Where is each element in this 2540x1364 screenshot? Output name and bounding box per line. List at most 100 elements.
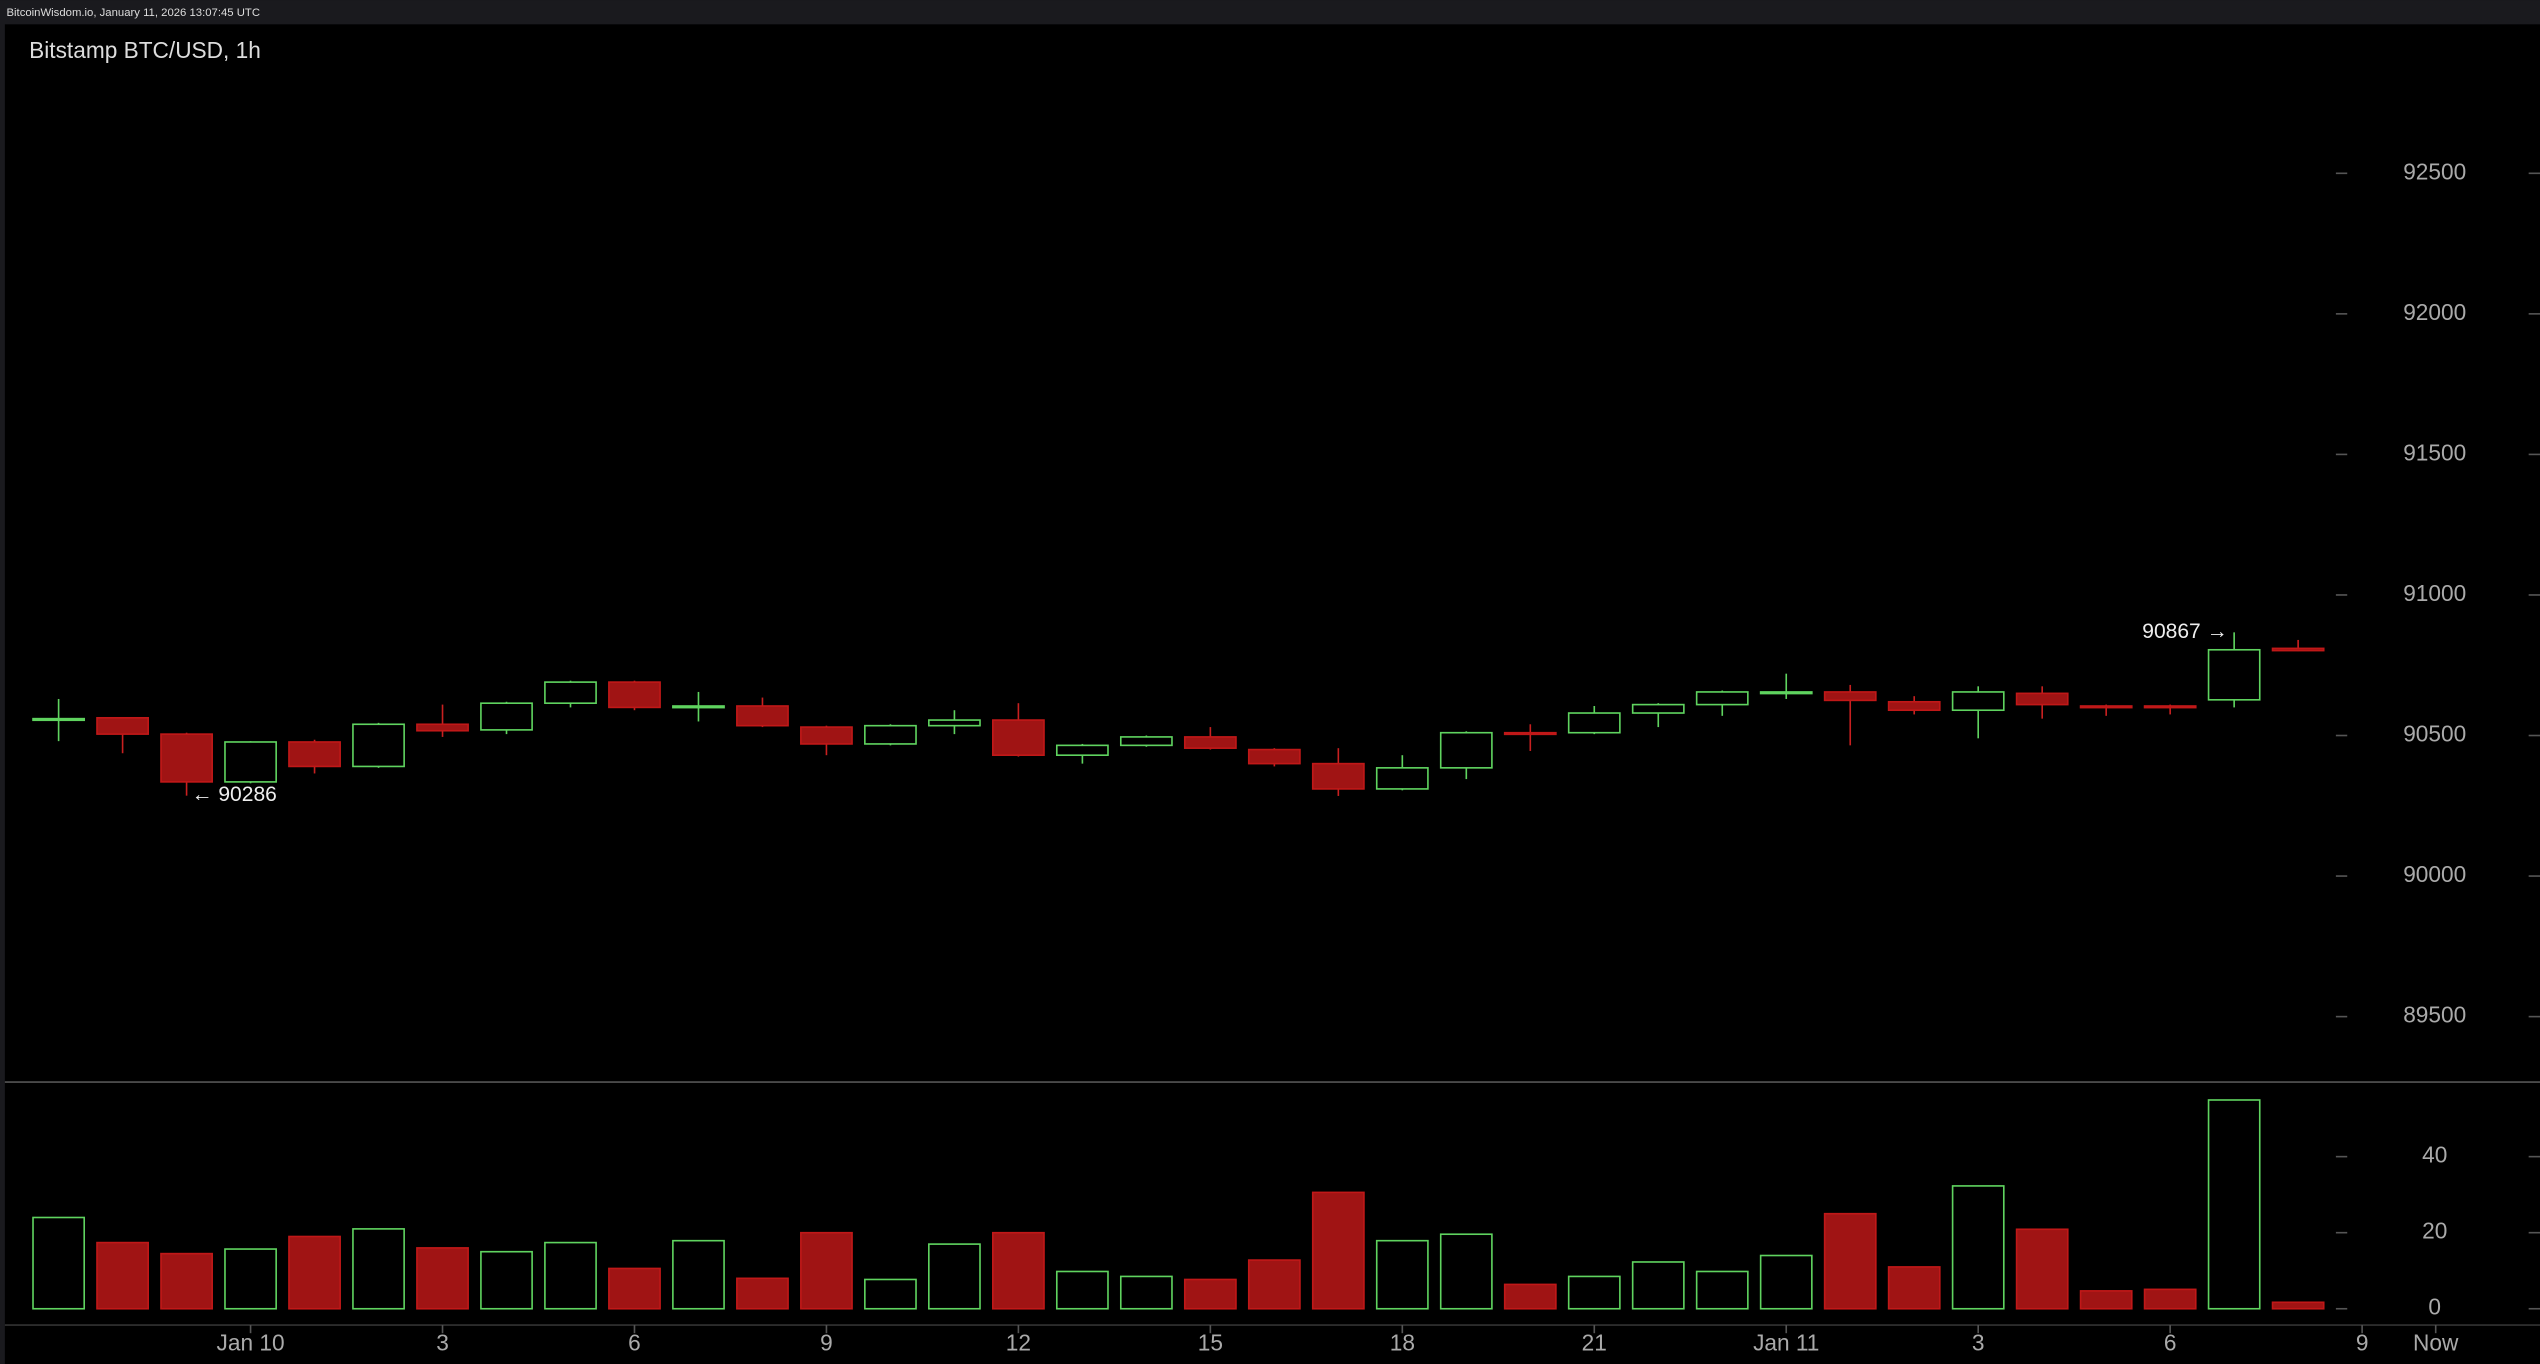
volume-bar (352, 1228, 405, 1310)
y-tick-label: 91500 (2403, 439, 2466, 465)
price-annotation: ← 90286 (191, 783, 276, 806)
volume-bar (2271, 1301, 2325, 1310)
volume-bar (160, 1252, 213, 1310)
candle-body (1631, 703, 1685, 714)
volume-bar (736, 1277, 789, 1310)
volume-bar (991, 1231, 1045, 1310)
volume-tick-label: 0 (2428, 1294, 2441, 1320)
candle-body (480, 702, 533, 731)
candle-body (1119, 736, 1173, 747)
volume-bar (800, 1231, 853, 1310)
x-tick-label: 21 (1582, 1330, 1607, 1356)
price-annotation: 90867 → (2142, 620, 2227, 643)
y-tick-label: 90000 (2403, 861, 2466, 887)
x-tick-label: 15 (1198, 1330, 1223, 1356)
plot: 89500 90000 90500 91000 91500 92000 92500 0 20 40… (32, 158, 2540, 1356)
candle-body (224, 741, 277, 783)
x-tick-label: 3 (1972, 1330, 1985, 1356)
candle-body (2207, 648, 2261, 701)
candle-body (1567, 712, 1621, 734)
volume-tick-label: 40 (2422, 1142, 2447, 1168)
volume-bar (2015, 1228, 2069, 1310)
volume-bar (1311, 1191, 1365, 1310)
x-tick-label: 18 (1390, 1330, 1415, 1356)
candle-body (2143, 705, 2197, 709)
volume-bar (1375, 1239, 1429, 1310)
volume-bar (864, 1278, 917, 1310)
candle-body (928, 719, 981, 727)
candle-body (1695, 691, 1749, 706)
candle-body (800, 726, 853, 745)
candle-body (1183, 736, 1237, 749)
volume-bar (672, 1239, 725, 1310)
volume-bar (2079, 1290, 2133, 1310)
candle-body (160, 733, 213, 783)
volume-bar (1887, 1266, 1941, 1310)
x-tick-label: Now (2413, 1330, 2459, 1356)
candle-body (1311, 762, 1365, 790)
x-tick-label: 9 (820, 1330, 833, 1356)
volume-bar (480, 1250, 533, 1310)
x-tick-label: 6 (2164, 1330, 2177, 1356)
volume-bar (1503, 1283, 1557, 1310)
candle-body (1247, 748, 1301, 765)
y-tick-label: 92500 (2403, 158, 2466, 184)
x-axis-area (4, 1325, 2540, 1364)
candle-body (672, 705, 725, 709)
volume-bar (1567, 1275, 1621, 1310)
volume-bar (608, 1267, 661, 1310)
x-tick-label: Jan 11 (1753, 1330, 1819, 1356)
volume-bar (1119, 1275, 1173, 1310)
x-tick-label: Jan 10 (217, 1330, 285, 1356)
volume-bar (1823, 1212, 1877, 1310)
candle-body (96, 716, 149, 735)
y-tick-label: 92000 (2403, 299, 2466, 325)
candle-body (32, 717, 86, 722)
candle-body (352, 723, 405, 768)
volume-tick-label: 20 (2422, 1218, 2447, 1244)
candle-body (1375, 767, 1429, 790)
y-tick-label: 89500 (2403, 1002, 2466, 1028)
candle-body (991, 719, 1045, 757)
volume-bar (32, 1216, 86, 1310)
candle-body (1887, 700, 1941, 712)
volume-bar (1055, 1270, 1109, 1310)
candle-body (608, 681, 661, 709)
y-tick-label: 91000 (2403, 580, 2466, 606)
candle-body (2015, 692, 2069, 706)
candle-body (1055, 744, 1109, 757)
candle-body (1823, 691, 1877, 702)
volume-bar (928, 1243, 981, 1310)
x-tick-label: 9 (2356, 1330, 2369, 1356)
volume-bar (2143, 1288, 2197, 1310)
candle-body (1759, 691, 1813, 695)
candle-body (416, 723, 469, 732)
candle-body (736, 705, 789, 727)
volume-bar (2207, 1099, 2261, 1310)
candle-body (544, 681, 597, 704)
chart-area (4, 24, 2540, 1326)
volume-bar (288, 1235, 341, 1310)
volume-bar (1695, 1270, 1749, 1310)
candle-body (288, 741, 341, 768)
volume-bar (1631, 1261, 1685, 1310)
volume-bar (1951, 1185, 2005, 1310)
candle-body (1503, 731, 1557, 736)
volume-bar (1247, 1259, 1301, 1310)
volume-bar (1439, 1233, 1493, 1310)
header-text: BitcoinWisdom.io, January 11, 2026 13:07… (6, 7, 260, 19)
candle-body (1439, 731, 1493, 769)
volume-bar (544, 1241, 597, 1310)
candle-body (2271, 647, 2325, 652)
x-tick-label: 12 (1006, 1330, 1031, 1356)
x-tick-label: 3 (436, 1330, 449, 1356)
x-tick-label: 6 (628, 1330, 641, 1356)
volume-bar (1183, 1278, 1237, 1310)
candle-body (1951, 691, 2005, 712)
candle-body (2079, 705, 2133, 709)
chart-title: Bitstamp BTC/USD, 1h (29, 37, 261, 63)
volume-bar (1759, 1254, 1813, 1310)
volume-bar (96, 1241, 149, 1310)
candle-body (864, 724, 917, 745)
